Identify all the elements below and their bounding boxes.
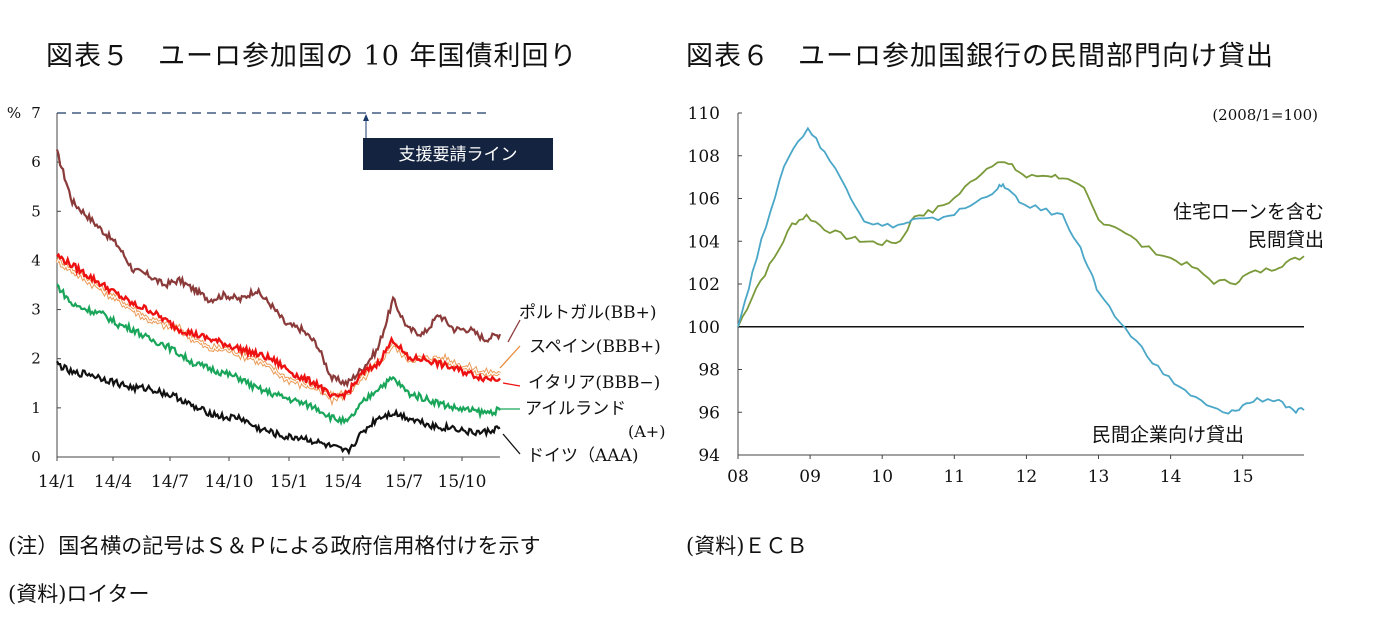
chart5-y-tick-label: 4 — [31, 251, 41, 269]
portugal-pointer — [507, 319, 521, 343]
chart5-series-portugal-line — [55, 149, 502, 389]
label-ireland-rating: (A+) — [628, 422, 665, 441]
chart5-x-tick-label: 15/4 — [324, 472, 362, 492]
chart6-x-tick-label: 11 — [943, 467, 965, 487]
chart6-y-tick-label: 102 — [688, 275, 720, 295]
chart5-series-spain-line-inner — [56, 258, 501, 403]
chart5-series-italy-line — [56, 252, 501, 402]
chart6-subtitle: (2008/1=100) — [1212, 106, 1318, 124]
label-corporate-loans: 民間企業向け貸出 — [1092, 424, 1244, 446]
chart5-y-tick-label: 1 — [31, 399, 41, 417]
source-reuters: (資料)ロイター — [8, 582, 150, 606]
chart6-x-tick-label: 15 — [1232, 467, 1254, 487]
chart6-y-tick-label: 106 — [688, 190, 720, 210]
chart5-x-tick-label: 15/10 — [438, 472, 487, 492]
italy-pointer — [502, 382, 521, 387]
chart6-y-tick-label: 94 — [698, 446, 720, 466]
chart5-y-tick-label: 2 — [31, 350, 41, 368]
label-spain: スペイン(BBB+) — [529, 337, 661, 357]
chart5-y-tick-label: 5 — [31, 202, 41, 220]
chart6-x-tick-label: 09 — [799, 467, 821, 487]
label-italy: イタリア(BBB−) — [528, 373, 660, 393]
chart5-x-tick-label: 14/1 — [38, 472, 76, 492]
spain-pointer — [499, 345, 521, 369]
chart5-series-ireland-line — [56, 283, 501, 427]
label-germany: ドイツ（AAA) — [527, 446, 638, 466]
chart5-threshold-arrowhead — [363, 114, 369, 121]
label-ireland: アイルランド — [525, 399, 626, 419]
germany-pointer — [502, 433, 521, 455]
chart6-y-tick-label: 110 — [688, 104, 720, 124]
chart6-x-tick-label: 12 — [1016, 467, 1038, 487]
chart5-y-unit: % — [7, 104, 21, 122]
chart6-y-tick-label: 96 — [698, 403, 720, 423]
chart5-y-tick-label: 3 — [31, 301, 41, 319]
chart5-x-tick-label: 14/10 — [205, 472, 254, 492]
chart5-x-tick-label: 15/7 — [385, 472, 423, 492]
chart6-series-corporate-loan-line — [737, 126, 1305, 415]
chart6-series-housing-loan-line — [737, 161, 1305, 328]
chart6-x-tick-label: 13 — [1088, 467, 1110, 487]
chart5-y-tick-label: 0 — [31, 448, 41, 466]
chart5-y-tick-label: 7 — [31, 104, 41, 122]
chart5-x-tick-label: 15/1 — [270, 472, 308, 492]
chart6-x-tick-label: 10 — [871, 467, 893, 487]
chart6-title: 図表６ ユーロ参加国銀行の民間部門向け貸出 — [686, 41, 1274, 72]
chart5-title: 図表５ ユーロ参加国の 10 年国債利回り — [46, 41, 578, 72]
chart5-series-spain-line — [55, 256, 501, 407]
label-portugal: ポルトガル(BB+) — [519, 303, 657, 323]
chart5-series-germany-line — [56, 360, 501, 456]
chart6-y-tick-label: 100 — [688, 318, 720, 338]
source-ecb: (資料)ＥＣＢ — [686, 534, 808, 558]
chart5-y-tick-label: 6 — [31, 153, 41, 171]
chart6-y-tick-label: 108 — [688, 147, 720, 167]
chart5-threshold-label: 支援要請ライン — [399, 145, 518, 165]
label-housing-loans-2: 民間貸出 — [1248, 229, 1324, 251]
chart6-y-tick-label: 98 — [698, 361, 720, 381]
note-ratings: (注）国名横の記号はＳ＆Ｐによる政府信用格付けを示す — [8, 534, 541, 558]
chart6-x-tick-label: 14 — [1160, 467, 1182, 487]
chart5-x-tick-label: 14/7 — [151, 472, 189, 492]
chart6-y-tick-label: 104 — [688, 232, 720, 252]
chart5-threshold-label-box — [363, 138, 553, 170]
chart5-x-tick-label: 14/4 — [94, 472, 132, 492]
label-housing-loans: 住宅ローンを含む — [1173, 201, 1324, 223]
chart6-x-tick-label: 08 — [727, 467, 749, 487]
